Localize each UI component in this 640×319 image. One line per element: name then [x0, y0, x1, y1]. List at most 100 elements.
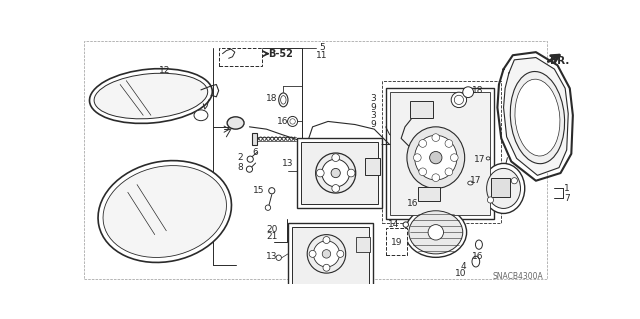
Ellipse shape: [432, 134, 440, 141]
Text: 2: 2: [237, 153, 243, 162]
Bar: [410, 101, 433, 118]
Ellipse shape: [348, 169, 355, 177]
Bar: [492, 178, 509, 197]
Bar: [365, 158, 380, 174]
Ellipse shape: [314, 241, 340, 267]
Ellipse shape: [265, 205, 271, 210]
Text: SNACB4300A: SNACB4300A: [493, 272, 543, 281]
Text: 16: 16: [472, 252, 484, 261]
Ellipse shape: [463, 87, 474, 98]
Text: 15: 15: [253, 186, 265, 195]
Bar: [297, 138, 382, 208]
Ellipse shape: [451, 154, 458, 161]
Text: 19: 19: [391, 238, 403, 247]
Bar: [390, 92, 490, 215]
Ellipse shape: [309, 250, 316, 257]
Ellipse shape: [307, 235, 346, 273]
Ellipse shape: [500, 173, 505, 178]
Bar: [301, 142, 378, 204]
Text: 3: 3: [370, 94, 376, 103]
Bar: [288, 223, 372, 288]
Ellipse shape: [403, 222, 408, 227]
Ellipse shape: [276, 255, 282, 260]
Ellipse shape: [413, 154, 421, 161]
Ellipse shape: [429, 152, 442, 164]
Ellipse shape: [432, 174, 440, 182]
Text: 18: 18: [266, 94, 278, 103]
Text: 21: 21: [267, 233, 278, 241]
Bar: [386, 88, 493, 219]
Text: 16: 16: [276, 117, 288, 126]
Ellipse shape: [428, 225, 444, 240]
Text: 14: 14: [388, 220, 399, 229]
Text: 12: 12: [159, 66, 170, 75]
Text: 17: 17: [474, 155, 485, 164]
Polygon shape: [497, 52, 573, 181]
Ellipse shape: [483, 163, 525, 213]
Text: FR.: FR.: [550, 56, 569, 66]
Ellipse shape: [322, 159, 349, 187]
Ellipse shape: [316, 169, 324, 177]
Text: 20: 20: [267, 225, 278, 234]
Ellipse shape: [486, 157, 490, 160]
Ellipse shape: [419, 168, 427, 176]
Ellipse shape: [316, 153, 356, 193]
Text: 13: 13: [282, 159, 294, 167]
Ellipse shape: [269, 188, 275, 194]
Ellipse shape: [454, 95, 463, 105]
Text: 9: 9: [370, 103, 376, 112]
Text: 16: 16: [407, 199, 419, 208]
Ellipse shape: [472, 256, 480, 267]
Ellipse shape: [247, 156, 253, 162]
Ellipse shape: [337, 250, 344, 257]
Ellipse shape: [332, 154, 340, 161]
Text: 10: 10: [455, 270, 467, 278]
Ellipse shape: [468, 181, 473, 185]
Text: 4: 4: [461, 262, 467, 271]
Ellipse shape: [90, 69, 212, 123]
Ellipse shape: [332, 185, 340, 192]
Ellipse shape: [287, 116, 298, 126]
Ellipse shape: [322, 250, 331, 258]
Ellipse shape: [323, 237, 330, 243]
Bar: [356, 237, 369, 252]
Bar: [292, 227, 369, 285]
Ellipse shape: [103, 166, 227, 257]
Ellipse shape: [98, 160, 232, 263]
Ellipse shape: [445, 168, 452, 176]
Ellipse shape: [409, 211, 463, 254]
Text: 13: 13: [266, 252, 277, 261]
Ellipse shape: [405, 207, 467, 257]
Ellipse shape: [281, 96, 286, 104]
Polygon shape: [504, 57, 568, 175]
Ellipse shape: [445, 140, 452, 147]
Ellipse shape: [246, 166, 253, 172]
Ellipse shape: [511, 178, 517, 184]
Bar: [386, 228, 407, 256]
Ellipse shape: [486, 168, 520, 208]
Ellipse shape: [451, 92, 467, 108]
Text: 7: 7: [564, 194, 570, 203]
Bar: [252, 133, 257, 145]
Ellipse shape: [331, 168, 340, 178]
Bar: [418, 187, 440, 201]
Bar: [219, 48, 262, 66]
Text: 9: 9: [370, 120, 376, 129]
Text: 5: 5: [319, 43, 324, 52]
Ellipse shape: [510, 71, 564, 164]
Ellipse shape: [415, 135, 457, 180]
Text: 17: 17: [470, 176, 481, 185]
Text: B-52: B-52: [268, 49, 292, 59]
Ellipse shape: [194, 110, 208, 121]
Text: 3: 3: [370, 111, 376, 120]
Bar: [382, 81, 501, 223]
Ellipse shape: [407, 127, 465, 189]
Text: 18: 18: [472, 86, 484, 95]
Text: 11: 11: [316, 51, 328, 60]
Ellipse shape: [227, 117, 244, 129]
Ellipse shape: [515, 79, 560, 156]
Ellipse shape: [94, 73, 208, 119]
Ellipse shape: [279, 93, 288, 107]
Ellipse shape: [290, 119, 295, 124]
Text: 1: 1: [564, 184, 570, 193]
